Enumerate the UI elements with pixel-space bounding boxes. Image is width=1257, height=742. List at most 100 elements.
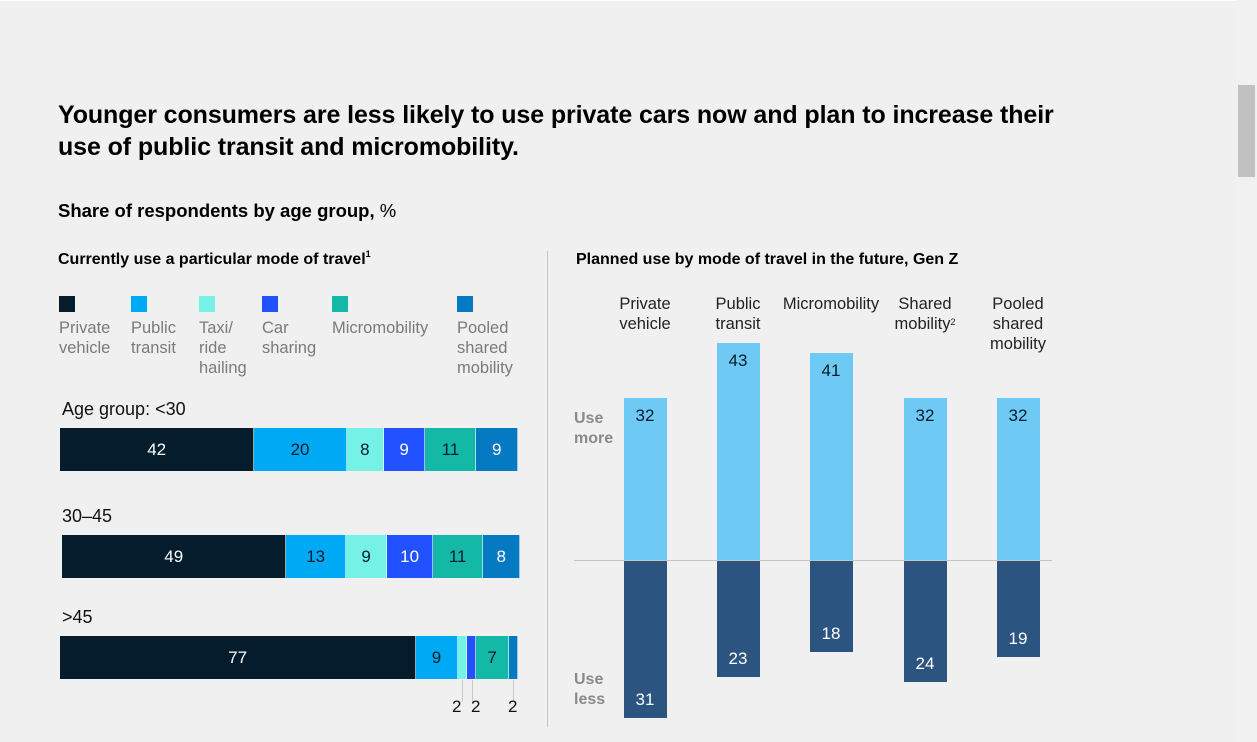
left-panel-title-text: Currently use a particular mode of trave… xyxy=(58,251,366,268)
use-less-value: 24 xyxy=(915,654,935,674)
use-less-value: 19 xyxy=(1008,628,1028,648)
data-label: 8 xyxy=(360,439,370,459)
bar-segment: 10 xyxy=(387,535,433,578)
legend-label: Pooled shared mobility xyxy=(457,319,513,377)
category-label-text: Private vehicle xyxy=(619,295,671,333)
category-label-text: Micromobility xyxy=(782,295,880,313)
legend-swatch xyxy=(199,296,215,312)
data-label: 77 xyxy=(228,647,248,667)
use-less-bar xyxy=(903,561,947,683)
bar-segment: 11 xyxy=(432,535,484,578)
bar-segment: 42 xyxy=(60,428,255,471)
legend-label: Private vehicle xyxy=(59,319,111,357)
use-less-bar xyxy=(623,561,667,718)
data-label: 42 xyxy=(147,439,167,459)
legend-swatch xyxy=(262,296,278,312)
use-more-bar xyxy=(809,352,853,560)
use-less-value: 23 xyxy=(728,649,748,669)
bar-segment: 13 xyxy=(286,535,346,578)
scrollbar-track[interactable] xyxy=(1236,0,1257,742)
zero-baseline xyxy=(574,560,1052,561)
data-label: 9 xyxy=(491,439,502,459)
stacked-bar: 42 20 8 9 11 9 xyxy=(60,428,518,471)
data-label: 13 xyxy=(306,546,326,566)
panel-divider xyxy=(547,251,548,727)
bar-segment: 77 xyxy=(60,636,417,679)
bar-segment: 7 xyxy=(476,636,509,679)
data-label: 20 xyxy=(290,439,310,459)
data-label: 49 xyxy=(164,546,184,566)
use-less-bar xyxy=(996,561,1040,657)
stacked-bar: 77 9 7 xyxy=(60,636,518,679)
callout-label: 2 xyxy=(508,697,518,716)
bar-segment xyxy=(457,636,468,679)
legend-item: Car sharing xyxy=(262,296,316,358)
use-more-bar xyxy=(903,398,947,560)
legend-swatch xyxy=(59,296,75,312)
right-panel-title: Planned use by mode of travel in the fut… xyxy=(576,251,959,268)
legend-item: Pooled shared mobility xyxy=(457,296,513,378)
use-more-value: 32 xyxy=(915,406,935,426)
legend-label: Taxi/ ride hailing xyxy=(199,319,247,377)
legend-swatch xyxy=(332,296,348,312)
callout-leader-line xyxy=(472,680,473,702)
category-label-text: Shared mobility xyxy=(894,295,952,333)
stacked-bar: 49 13 9 10 11 8 xyxy=(62,535,520,578)
data-label: 9 xyxy=(431,647,442,667)
subtitle-text: Share of respondents by age group, xyxy=(58,200,375,221)
use-more-value: 32 xyxy=(1008,406,1028,426)
use-more-bar xyxy=(996,398,1040,560)
legend-label: Public transit xyxy=(131,319,176,357)
use-more-value: 32 xyxy=(635,406,655,426)
bar-segment: 9 xyxy=(345,535,388,578)
data-label: 11 xyxy=(448,546,467,566)
use-more-value: 43 xyxy=(728,350,748,370)
bar-segment: 8 xyxy=(346,428,384,471)
scrollbar-thumb[interactable] xyxy=(1238,85,1255,177)
bar-segment: 9 xyxy=(476,428,518,471)
age-group-label: Age group: <30 xyxy=(62,399,186,419)
page-top-edge xyxy=(0,0,1236,1)
bar-segment xyxy=(508,636,518,679)
chart-title: Younger consumers are less likely to use… xyxy=(58,101,1054,161)
legend-label: Car sharing xyxy=(262,319,317,357)
callout-leader-line xyxy=(513,680,514,702)
use-less-value: 31 xyxy=(635,689,655,709)
use-less-bar xyxy=(809,561,853,652)
category-label: Pooled shared mobility xyxy=(990,294,1046,354)
subtitle-unit: % xyxy=(379,200,397,221)
use-less-bar xyxy=(716,561,760,678)
age-group-label: >45 xyxy=(62,607,93,627)
category-label: Private vehicle xyxy=(619,294,670,334)
category-label-text: Public transit xyxy=(715,295,761,333)
bar-segment: 49 xyxy=(62,535,287,578)
age-group-label: 30–45 xyxy=(62,506,113,526)
bar-segment xyxy=(467,636,477,679)
use-less-label: Use less xyxy=(574,671,606,708)
legend-item: Public transit xyxy=(131,296,176,358)
data-label: 7 xyxy=(487,647,497,667)
chart-subtitle: Share of respondents by age group, % xyxy=(58,200,396,222)
legend-item: Micromobility xyxy=(332,296,428,338)
use-more-bar xyxy=(623,398,667,560)
category-label: Micromobility xyxy=(783,294,879,314)
callout-leader-line xyxy=(462,680,463,702)
legend-swatch xyxy=(457,296,473,312)
data-label: 9 xyxy=(361,546,371,566)
use-more-bar xyxy=(716,342,760,560)
legend-label: Micromobility xyxy=(332,319,429,337)
category-label-text: Pooled shared mobility xyxy=(990,295,1046,353)
footnote-marker: 2 xyxy=(950,317,956,327)
callout-label: 2 xyxy=(452,697,462,716)
use-less-value: 18 xyxy=(821,623,841,643)
left-panel-title: Currently use a particular mode of trave… xyxy=(58,249,371,269)
legend-item: Taxi/ ride hailing xyxy=(199,296,247,378)
data-label: 11 xyxy=(441,439,460,459)
bar-segment: 20 xyxy=(254,428,347,471)
category-label: Shared mobility2 xyxy=(895,294,956,334)
data-label: 8 xyxy=(496,546,506,566)
use-more-label: Use more xyxy=(574,410,614,447)
data-label: 9 xyxy=(399,439,409,459)
category-label: Public transit xyxy=(716,294,761,334)
legend-item: Private vehicle xyxy=(59,296,110,358)
